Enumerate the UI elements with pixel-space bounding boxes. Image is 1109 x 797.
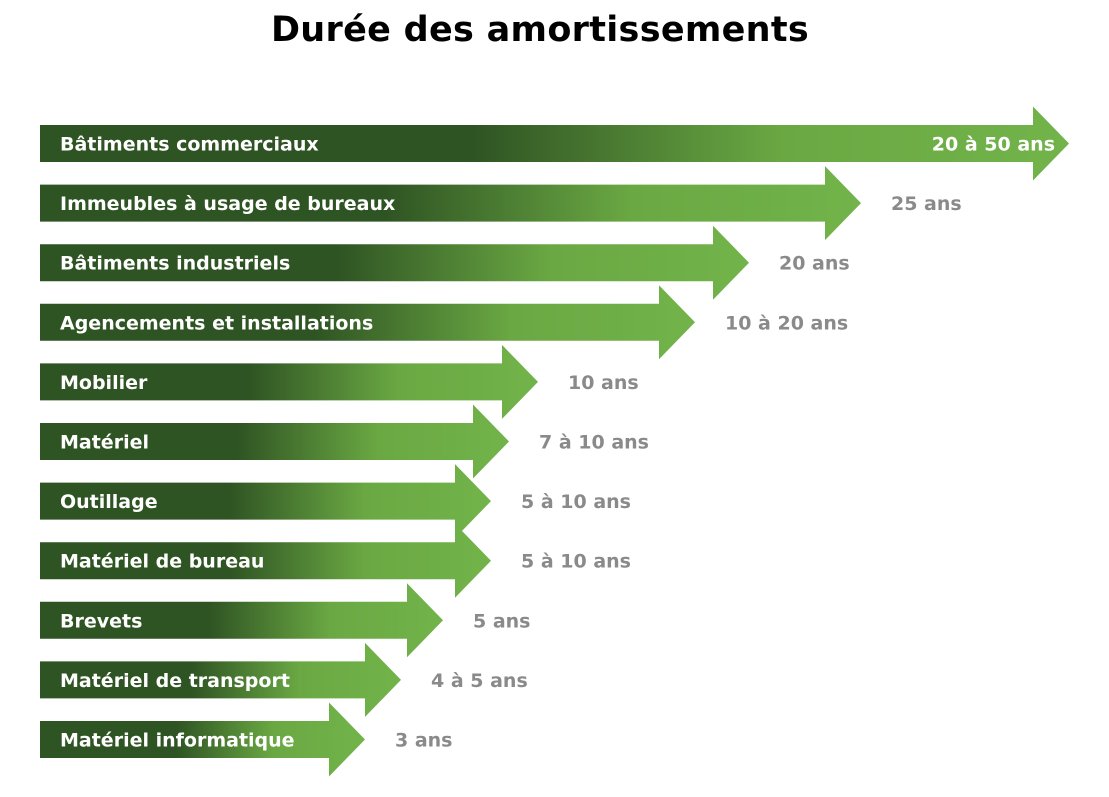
arrow-bar xyxy=(40,285,695,360)
category-label: Outillage xyxy=(60,491,158,513)
arrow-bar-row: Matériel 7 à 10 ans xyxy=(40,404,649,479)
arrow-bar-row: Brevets 5 ans xyxy=(40,583,531,658)
arrow-bar-row: Outillage 5 à 10 ans xyxy=(40,464,631,539)
category-label: Brevets xyxy=(60,610,142,632)
duration-label: 25 ans xyxy=(891,193,962,215)
duration-label: 4 à 5 ans xyxy=(431,670,528,692)
arrow-bar xyxy=(40,523,491,598)
category-label: Agencements et installations xyxy=(60,312,373,334)
category-label: Matériel de transport xyxy=(60,670,290,692)
duration-label: 3 ans xyxy=(395,730,453,752)
arrow-bar-row: Bâtiments commerciaux 20 à 50 ans xyxy=(40,106,1069,181)
category-label: Immeubles à usage de bureaux xyxy=(60,193,395,215)
arrow-bar-row: Matériel de bureau 5 à 10 ans xyxy=(40,523,631,598)
arrow-bar-row: Mobilier 10 ans xyxy=(40,344,639,419)
arrow-bar-row: Matériel informatique 3 ans xyxy=(40,702,453,777)
duration-label: 7 à 10 ans xyxy=(539,432,649,454)
category-label: Bâtiments industriels xyxy=(60,253,290,275)
arrow-bar xyxy=(40,404,509,479)
arrow-bar xyxy=(40,702,365,777)
arrow-bar xyxy=(40,225,749,300)
arrow-bar-row: Bâtiments industriels 20 ans xyxy=(40,225,850,300)
duration-label: 5 à 10 ans xyxy=(521,491,631,513)
category-label: Bâtiments commerciaux xyxy=(60,134,319,156)
arrow-bar xyxy=(40,344,538,419)
category-label: Mobilier xyxy=(60,372,148,394)
duration-label: 20 à 50 ans xyxy=(932,134,1055,156)
arrow-bar-row: Immeubles à usage de bureaux 25 ans xyxy=(40,166,962,241)
category-label: Matériel de bureau xyxy=(60,551,264,573)
arrow-bar xyxy=(40,106,1069,181)
arrow-bar xyxy=(40,642,401,717)
arrow-bar xyxy=(40,166,861,241)
chart-title: Durée des amortissements xyxy=(270,10,810,50)
arrow-bar xyxy=(40,464,491,539)
duration-label: 10 à 20 ans xyxy=(725,312,848,334)
duration-label: 10 ans xyxy=(568,372,639,394)
category-label: Matériel xyxy=(60,432,149,454)
arrow-bar xyxy=(40,583,443,658)
bars-layer: Bâtiments commerciaux 20 à 50 ans Immeuble… xyxy=(40,106,1069,777)
arrow-bar-row: Agencements et installations 10 à 20 ans xyxy=(40,285,848,360)
duration-label: 20 ans xyxy=(779,253,850,275)
duration-label: 5 à 10 ans xyxy=(521,551,631,573)
category-label: Matériel informatique xyxy=(60,730,295,752)
duration-label: 5 ans xyxy=(473,610,531,632)
arrow-bar-row: Matériel de transport 4 à 5 ans xyxy=(40,642,528,717)
